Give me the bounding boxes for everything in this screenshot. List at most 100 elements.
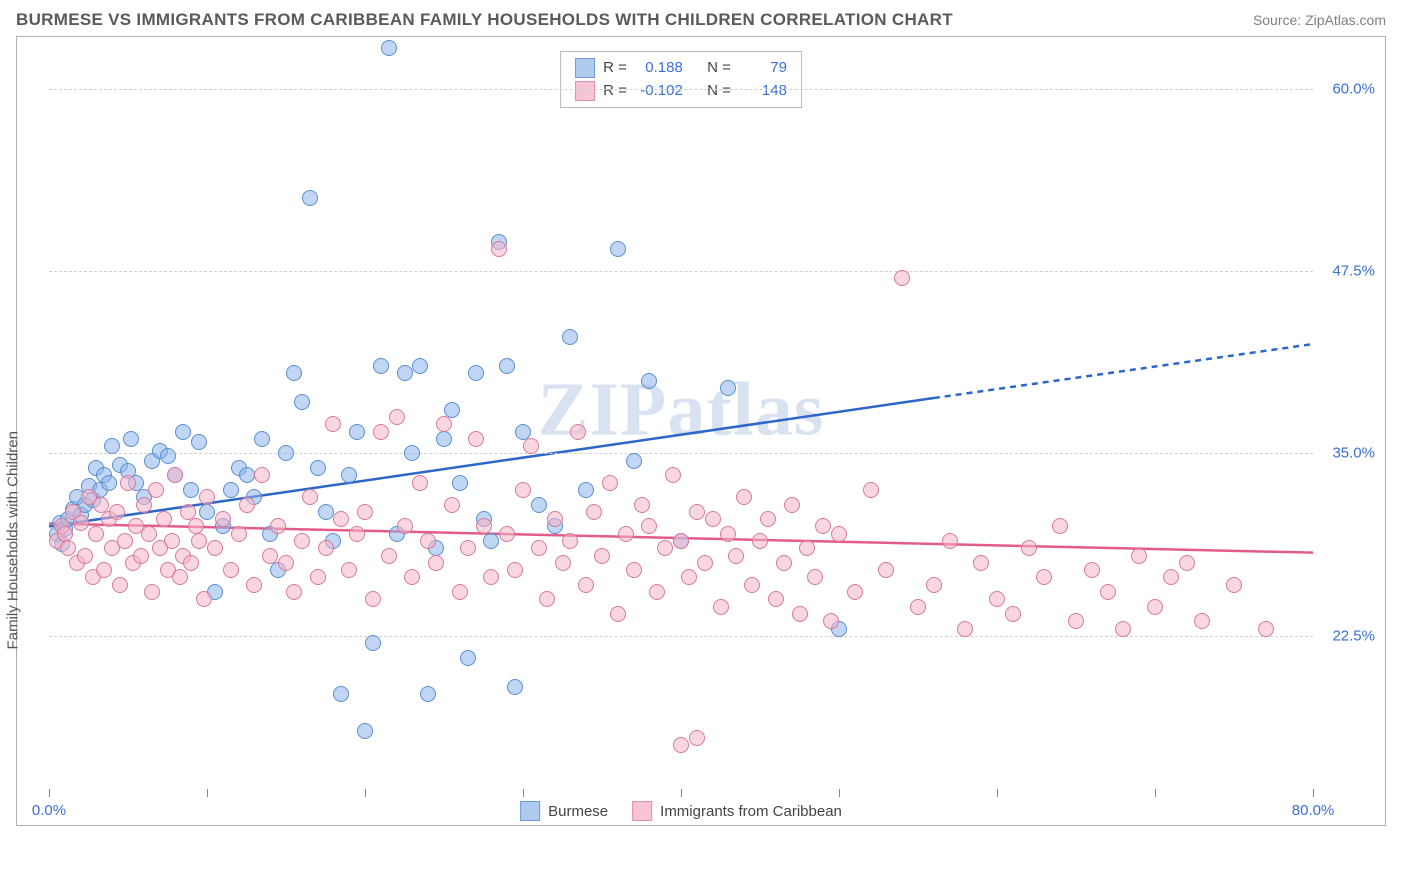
data-point — [736, 489, 752, 505]
data-point — [910, 599, 926, 615]
data-point — [752, 533, 768, 549]
data-point — [586, 504, 602, 520]
data-point — [578, 577, 594, 593]
data-point — [720, 380, 736, 396]
data-point — [223, 482, 239, 498]
data-point — [156, 511, 172, 527]
data-point — [547, 511, 563, 527]
data-point — [136, 497, 152, 513]
data-point — [112, 577, 128, 593]
data-point — [164, 533, 180, 549]
data-point — [847, 584, 863, 600]
data-point — [799, 540, 815, 556]
data-point — [634, 497, 650, 513]
data-point — [626, 562, 642, 578]
header: BURMESE VS IMMIGRANTS FROM CARIBBEAN FAM… — [0, 0, 1406, 36]
data-point — [705, 511, 721, 527]
data-point — [641, 373, 657, 389]
data-point — [657, 540, 673, 556]
data-point — [191, 533, 207, 549]
x-tick — [207, 789, 208, 797]
data-point — [792, 606, 808, 622]
data-point — [957, 621, 973, 637]
data-point — [278, 445, 294, 461]
data-point — [397, 365, 413, 381]
data-point — [199, 504, 215, 520]
data-point — [491, 241, 507, 257]
data-point — [199, 489, 215, 505]
data-point — [104, 438, 120, 454]
data-point — [270, 518, 286, 534]
data-point — [404, 445, 420, 461]
x-tick — [49, 789, 50, 797]
data-point — [1021, 540, 1037, 556]
data-point — [1179, 555, 1195, 571]
data-point — [468, 365, 484, 381]
data-point — [60, 540, 76, 556]
data-point — [172, 569, 188, 585]
data-point — [325, 416, 341, 432]
data-point — [531, 540, 547, 556]
data-point — [123, 431, 139, 447]
data-point — [1226, 577, 1242, 593]
data-point — [594, 548, 610, 564]
data-point — [254, 431, 270, 447]
data-point — [831, 526, 847, 542]
data-point — [515, 424, 531, 440]
data-point — [310, 569, 326, 585]
x-tick — [523, 789, 524, 797]
data-point — [365, 591, 381, 607]
x-tick-label: 0.0% — [32, 802, 66, 819]
data-point — [815, 518, 831, 534]
data-point — [1084, 562, 1100, 578]
data-point — [341, 467, 357, 483]
data-point — [167, 467, 183, 483]
source-attribution: Source: ZipAtlas.com — [1253, 12, 1386, 28]
data-point — [531, 497, 547, 513]
data-point — [499, 358, 515, 374]
data-point — [973, 555, 989, 571]
data-point — [1147, 599, 1163, 615]
data-point — [318, 504, 334, 520]
x-tick — [997, 789, 998, 797]
data-point — [626, 453, 642, 469]
data-point — [389, 409, 405, 425]
data-point — [141, 526, 157, 542]
data-point — [562, 533, 578, 549]
data-point — [942, 533, 958, 549]
data-point — [349, 424, 365, 440]
data-point — [515, 482, 531, 498]
data-point — [109, 504, 125, 520]
data-point — [239, 497, 255, 513]
data-point — [452, 475, 468, 491]
data-point — [120, 475, 136, 491]
gridline — [49, 453, 1313, 454]
data-point — [1115, 621, 1131, 637]
data-point — [246, 577, 262, 593]
series-swatch-caribbean — [632, 801, 652, 821]
data-point — [357, 504, 373, 520]
data-point — [144, 584, 160, 600]
data-point — [1258, 621, 1274, 637]
data-point — [1100, 584, 1116, 600]
data-point — [673, 533, 689, 549]
data-point — [713, 599, 729, 615]
data-point — [618, 526, 634, 542]
data-point — [294, 394, 310, 410]
chart-container: Family Households with Children ZIPatlas… — [16, 36, 1386, 826]
data-point — [117, 533, 133, 549]
data-point — [183, 555, 199, 571]
data-point — [101, 475, 117, 491]
data-point — [483, 533, 499, 549]
data-point — [1194, 613, 1210, 629]
data-point — [460, 650, 476, 666]
data-point — [428, 555, 444, 571]
data-point — [333, 511, 349, 527]
data-point — [148, 482, 164, 498]
data-point — [357, 723, 373, 739]
data-point — [420, 533, 436, 549]
data-point — [602, 475, 618, 491]
data-point — [231, 526, 247, 542]
data-point — [318, 540, 334, 556]
x-tick — [1313, 789, 1314, 797]
